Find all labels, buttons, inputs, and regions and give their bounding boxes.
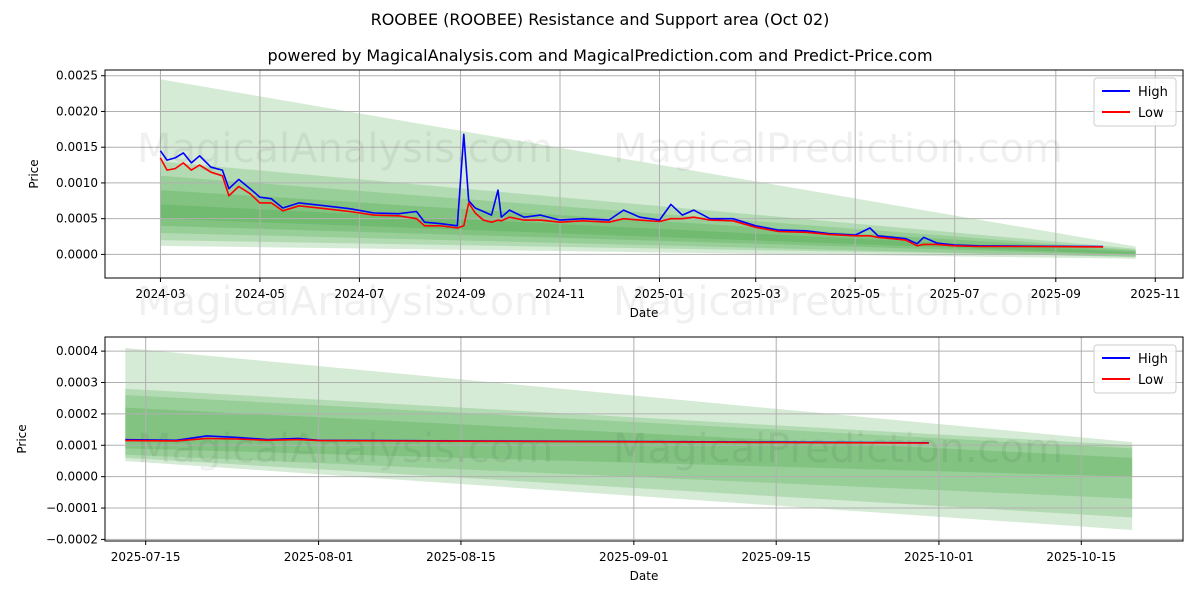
- support-resistance-band: [160, 175, 1136, 256]
- legend-label-high: High: [1138, 352, 1168, 367]
- panel-1: MagicalAnalysis.com MagicalPrediction.com…: [27, 69, 1184, 320]
- support-resistance-band: [125, 347, 1133, 531]
- legend-label-low: Low: [1138, 106, 1164, 121]
- support-resistance-band: [160, 79, 1136, 259]
- series-line-low: [159, 157, 1104, 248]
- x-tick-label: 2024-09: [435, 287, 485, 301]
- x-tick-label: 2025-09-01: [599, 550, 669, 564]
- y-axis-label: Price: [15, 424, 29, 453]
- x-tick-label: 2025-09-15: [741, 550, 811, 564]
- x-tick-label: 2024-03: [135, 287, 185, 301]
- y-tick-label: 0.0003: [56, 376, 98, 390]
- chart-subtitle: powered by MagicalAnalysis.com and Magic…: [267, 46, 933, 65]
- legend-label-low: Low: [1138, 373, 1164, 388]
- support-resistance-band: [125, 395, 1133, 499]
- x-tick-label: 2025-07: [930, 287, 980, 301]
- watermark: MagicalPrediction.com: [613, 279, 1063, 325]
- y-tick-label: 0.0000: [56, 470, 98, 484]
- x-tick-label: 2025-01: [634, 287, 684, 301]
- x-axis-label: Date: [630, 569, 659, 583]
- y-tick-label: 0.0015: [56, 140, 98, 154]
- y-tick-label: 0.0000: [56, 247, 98, 261]
- watermark: MagicalPrediction.com: [613, 126, 1063, 172]
- panel-2: MagicalAnalysis.com MagicalPrediction.com…: [15, 336, 1184, 583]
- x-tick-label: 2024-05: [235, 287, 285, 301]
- x-tick-label: 2025-05: [830, 287, 880, 301]
- x-tick-label: 2025-08-01: [284, 550, 354, 564]
- x-tick-label: 2025-09: [1031, 287, 1081, 301]
- support-resistance-band: [125, 388, 1133, 518]
- watermark: MagicalAnalysis.com: [137, 279, 553, 325]
- support-resistance-band: [160, 204, 1136, 258]
- y-tick-label: 0.0005: [56, 212, 98, 226]
- x-tick-label: 2024-07: [334, 287, 384, 301]
- x-tick-label: 2025-08-15: [426, 550, 496, 564]
- support-resistance-band: [160, 161, 1136, 257]
- y-tick-label: −0.0002: [46, 532, 98, 546]
- y-axis-label: Price: [27, 159, 41, 188]
- watermark: MagicalPrediction.com: [613, 426, 1063, 472]
- x-axis-label: Date: [630, 306, 659, 320]
- y-tick-label: 0.0010: [56, 176, 98, 190]
- x-tick-label: 2025-11: [1130, 287, 1180, 301]
- x-tick-label: 2025-10-15: [1046, 550, 1116, 564]
- x-tick-label: 2025-07-15: [111, 550, 181, 564]
- y-tick-label: 0.0020: [56, 104, 98, 118]
- watermark: MagicalAnalysis.com: [137, 426, 553, 472]
- x-tick-label: 2025-03: [731, 287, 781, 301]
- series-line-low: [125, 437, 929, 444]
- y-tick-label: 0.0002: [56, 407, 98, 421]
- y-tick-label: −0.0001: [46, 501, 98, 515]
- x-tick-label: 2024-11: [535, 287, 585, 301]
- axes-frame: [104, 336, 1184, 542]
- x-tick-label: 2025-10-01: [904, 550, 974, 564]
- legend-label-high: High: [1138, 85, 1168, 100]
- series-line-high: [159, 133, 1104, 248]
- axes-frame: [104, 69, 1184, 279]
- y-tick-label: 0.0004: [56, 344, 98, 358]
- y-tick-label: 0.0025: [56, 69, 98, 83]
- watermark: MagicalAnalysis.com: [137, 126, 553, 172]
- y-tick-label: 0.0001: [56, 438, 98, 452]
- chart-title: ROOBEE (ROOBEE) Resistance and Support a…: [370, 10, 830, 29]
